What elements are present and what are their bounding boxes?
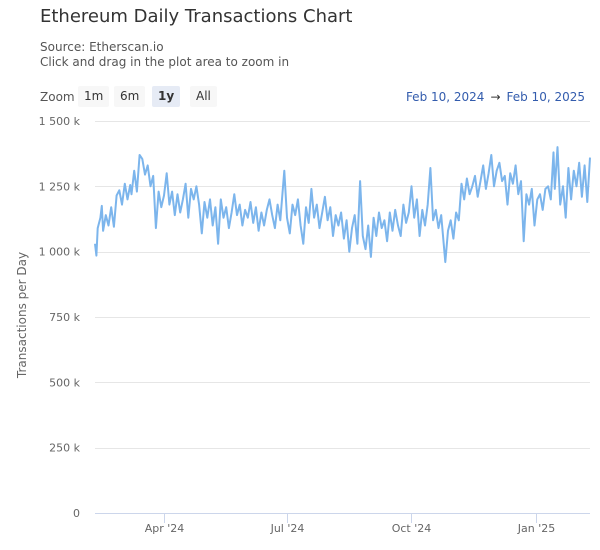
y-tick-label: 1 500 k bbox=[39, 115, 81, 128]
range-arrow-icon: → bbox=[490, 90, 501, 104]
x-tick-label: Oct '24 bbox=[392, 522, 432, 535]
series-line bbox=[94, 146, 591, 264]
zoom-1m-button[interactable]: 1m bbox=[78, 86, 110, 107]
range-to[interactable]: Feb 10, 2025 bbox=[506, 90, 586, 104]
y-tick-label: 750 k bbox=[49, 311, 80, 324]
zoom-6m-button[interactable]: 6m bbox=[114, 86, 146, 107]
y-tick-label: 1 250 k bbox=[39, 180, 81, 193]
gridlines bbox=[95, 121, 590, 449]
zoom-label: Zoom bbox=[40, 90, 75, 104]
tick-labels: 0 250 k 500 k 750 k 1 000 k 1 250 k 1 500 k Apr… bbox=[39, 115, 556, 535]
series bbox=[94, 146, 591, 264]
zoom-1y-button[interactable]: 1y bbox=[152, 86, 181, 107]
y-tick-label: 1 000 k bbox=[39, 246, 81, 259]
date-range: Feb 10, 2024 → Feb 10, 2025 bbox=[406, 90, 585, 104]
y-tick-label: 250 k bbox=[49, 442, 80, 455]
y-tick-label: 0 bbox=[73, 507, 80, 520]
chart-title: Ethereum Daily Transactions Chart bbox=[40, 6, 353, 27]
zoom-all-button[interactable]: All bbox=[190, 86, 217, 107]
y-axis-title: Transactions per Day bbox=[15, 252, 29, 379]
zoom-hint: Click and drag in the plot area to zoom … bbox=[40, 55, 290, 69]
x-tick-label: Jan '25 bbox=[517, 522, 555, 535]
axes bbox=[95, 513, 590, 523]
x-tick-label: Jul '24 bbox=[270, 522, 305, 535]
range-from[interactable]: Feb 10, 2024 bbox=[405, 90, 485, 104]
chart-source: Source: Etherscan.io bbox=[40, 40, 164, 54]
y-tick-label: 500 k bbox=[49, 376, 80, 389]
x-tick-label: Apr '24 bbox=[145, 522, 185, 535]
